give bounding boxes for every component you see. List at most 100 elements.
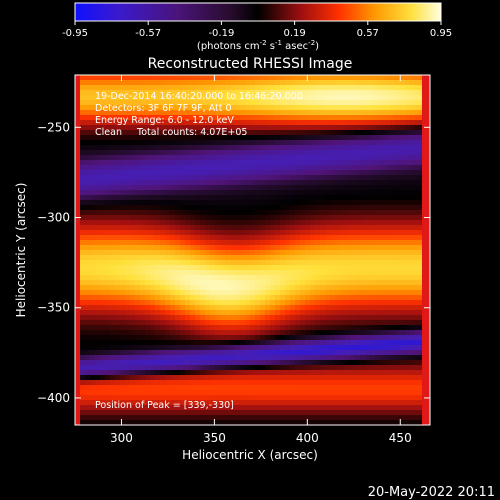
heatmap-cell: [140, 215, 146, 221]
heatmap-cell: [210, 330, 216, 336]
heatmap-cell: [115, 285, 121, 291]
heatmap-cell: [385, 375, 391, 381]
heatmap-cell: [280, 280, 286, 286]
heatmap-cell: [255, 375, 261, 381]
heatmap-cell: [380, 180, 386, 186]
heatmap-cell: [125, 255, 131, 261]
heatmap-cell: [355, 220, 361, 226]
heatmap-cell: [135, 305, 141, 311]
heatmap-cell: [380, 210, 386, 216]
heatmap-cell: [265, 395, 271, 401]
heatmap-cell: [385, 275, 391, 281]
heatmap-cell: [285, 110, 291, 116]
heatmap-cell: [320, 150, 326, 156]
heatmap-cell: [120, 325, 126, 331]
heatmap-cell: [130, 210, 136, 216]
heatmap-cell: [225, 200, 231, 206]
heatmap-cell: [105, 385, 111, 391]
heatmap-cell: [385, 380, 391, 386]
heatmap-cell: [165, 360, 171, 366]
heatmap-cell: [395, 220, 401, 226]
heatmap-cell: [250, 85, 256, 91]
heatmap-cell: [110, 350, 116, 356]
heatmap-cell: [195, 410, 201, 416]
heatmap-cell: [235, 90, 241, 96]
heatmap-cell: [370, 135, 376, 141]
heatmap-cell: [365, 275, 371, 281]
heatmap-cell: [300, 225, 306, 231]
heatmap-cell: [350, 175, 356, 181]
heatmap-cell: [210, 115, 216, 121]
heatmap-cell: [120, 345, 126, 351]
heatmap-cell: [150, 260, 156, 266]
heatmap-cell: [415, 235, 421, 241]
heatmap-cell: [415, 225, 421, 231]
heatmap-cell: [120, 95, 126, 101]
heatmap-cell: [110, 280, 116, 286]
heatmap-cell: [350, 365, 356, 371]
heatmap-cell: [265, 95, 271, 101]
heatmap-cell: [205, 145, 211, 151]
heatmap-cell: [190, 150, 196, 156]
heatmap-cell: [335, 280, 341, 286]
heatmap-cell: [415, 140, 421, 146]
heatmap-cell: [290, 340, 296, 346]
heatmap-cell: [195, 335, 201, 341]
heatmap-cell: [275, 75, 281, 81]
heatmap-cell: [275, 95, 281, 101]
heatmap-cell: [160, 250, 166, 256]
heatmap-cell: [220, 320, 226, 326]
heatmap-cell: [95, 300, 101, 306]
heatmap-cell: [370, 375, 376, 381]
heatmap-cell: [175, 410, 181, 416]
heatmap-cell: [85, 75, 91, 81]
heatmap-cell: [360, 280, 366, 286]
heatmap-cell: [370, 170, 376, 176]
heatmap-cell: [305, 85, 311, 91]
heatmap-cell: [105, 190, 111, 196]
heatmap-cell: [400, 280, 406, 286]
heatmap-cell: [245, 375, 251, 381]
heatmap-cell: [385, 260, 391, 266]
heatmap-cell: [105, 75, 111, 81]
heatmap-cell: [295, 160, 301, 166]
heatmap-cell: [280, 315, 286, 321]
heatmap-cell: [225, 415, 231, 421]
heatmap-cell: [260, 185, 266, 191]
heatmap-cell: [140, 275, 146, 281]
heatmap-cell: [305, 275, 311, 281]
heatmap-cell: [95, 385, 101, 391]
heatmap-cell: [170, 285, 176, 291]
heatmap-cell: [100, 80, 106, 86]
heatmap-cell: [85, 350, 91, 356]
heatmap-cell: [210, 385, 216, 391]
heatmap-cell: [115, 325, 121, 331]
heatmap-cell: [80, 315, 86, 321]
heatmap-cell: [270, 280, 276, 286]
heatmap-cell: [80, 255, 86, 261]
heatmap-cell: [230, 365, 236, 371]
heatmap-cell: [395, 405, 401, 411]
heatmap-cell: [140, 345, 146, 351]
heatmap-cell: [140, 285, 146, 291]
heatmap-cell: [370, 355, 376, 361]
heatmap-cell: [80, 325, 86, 331]
heatmap-cell: [205, 170, 211, 176]
heatmap-cell: [95, 175, 101, 181]
heatmap-cell: [315, 155, 321, 161]
heatmap-cell: [295, 410, 301, 416]
heatmap-cell: [295, 90, 301, 96]
heatmap-cell: [275, 235, 281, 241]
heatmap-cell: [375, 95, 381, 101]
heatmap-cell: [105, 410, 111, 416]
heatmap-cell: [405, 375, 411, 381]
heatmap-cell: [300, 220, 306, 226]
heatmap-cell: [415, 315, 421, 321]
heatmap-cell: [300, 80, 306, 86]
heatmap-cell: [165, 205, 171, 211]
heatmap-cell: [125, 275, 131, 281]
heatmap-cell: [175, 295, 181, 301]
heatmap-cell: [175, 120, 181, 126]
heatmap-cell: [265, 100, 271, 106]
heatmap-cell: [180, 405, 186, 411]
